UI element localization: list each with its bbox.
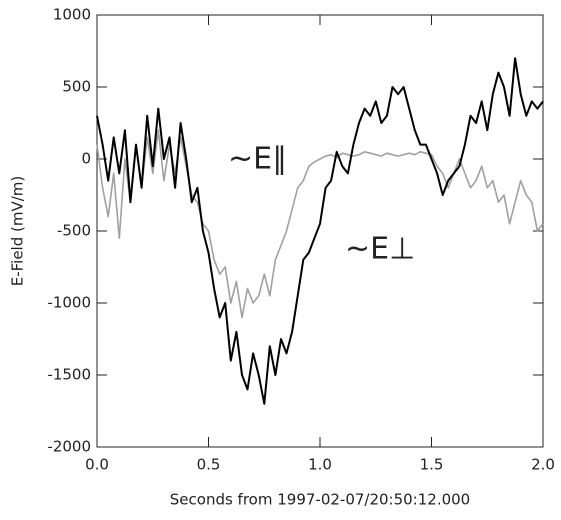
plot-frame bbox=[96, 14, 544, 448]
y-tick-label: -1000 bbox=[47, 294, 91, 312]
y-tick-label: -500 bbox=[57, 222, 91, 240]
series-line bbox=[96, 57, 544, 405]
y-tick-label: -2000 bbox=[47, 438, 91, 456]
y-tick-label: -1500 bbox=[47, 366, 91, 384]
y-tick-label: 0 bbox=[81, 150, 91, 168]
series-annotation: ~E⊥ bbox=[345, 232, 415, 267]
y-axis-label: E-Field (mV/m) bbox=[9, 176, 27, 287]
x-tick-label: 0.5 bbox=[197, 456, 221, 474]
x-tick-label: 2.0 bbox=[531, 456, 555, 474]
series-annotation: ~E∥ bbox=[228, 142, 287, 177]
y-tick-label: 500 bbox=[62, 78, 91, 96]
x-tick-label: 0.0 bbox=[85, 456, 109, 474]
x-tick-label: 1.5 bbox=[420, 456, 444, 474]
x-tick-label: 1.0 bbox=[308, 456, 332, 474]
y-tick-label: 1000 bbox=[53, 6, 91, 24]
x-axis-label: Seconds from 1997-02-07/20:50:12.000 bbox=[170, 491, 470, 509]
